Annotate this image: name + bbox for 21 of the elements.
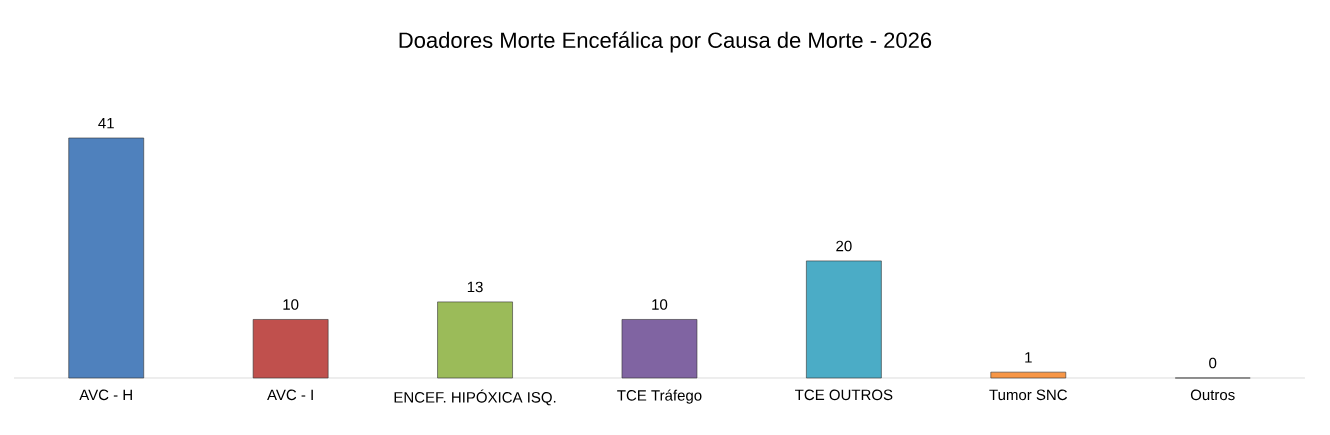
x-tick-label: TCE OUTROS [795, 389, 893, 401]
x-tick-label: ENCEF. HIPÓXICA ISQ. [394, 389, 556, 406]
data-label: 0 [1209, 357, 1217, 369]
bar [621, 319, 698, 379]
bar [806, 260, 882, 379]
bar [252, 319, 329, 379]
bar [990, 371, 1067, 379]
x-tick-label: AVC - I [267, 389, 313, 401]
data-label: 13 [467, 281, 483, 293]
x-tick-label: AVC - H [79, 389, 132, 401]
x-tick-label: Outros [1190, 389, 1235, 401]
x-tick-label: TCE Tráfego [617, 389, 702, 404]
data-label: 41 [98, 118, 114, 129]
data-label: 10 [652, 299, 668, 310]
data-label: 1 [1025, 352, 1032, 363]
chart-title: Doadores Morte Encefálica por Causa de Morte - 2026 [399, 31, 932, 53]
bar [437, 301, 513, 379]
x-tick-label: Tumor SNC [989, 389, 1068, 401]
data-label: 10 [283, 299, 299, 310]
bar [68, 137, 145, 379]
data-label: 20 [836, 240, 852, 252]
